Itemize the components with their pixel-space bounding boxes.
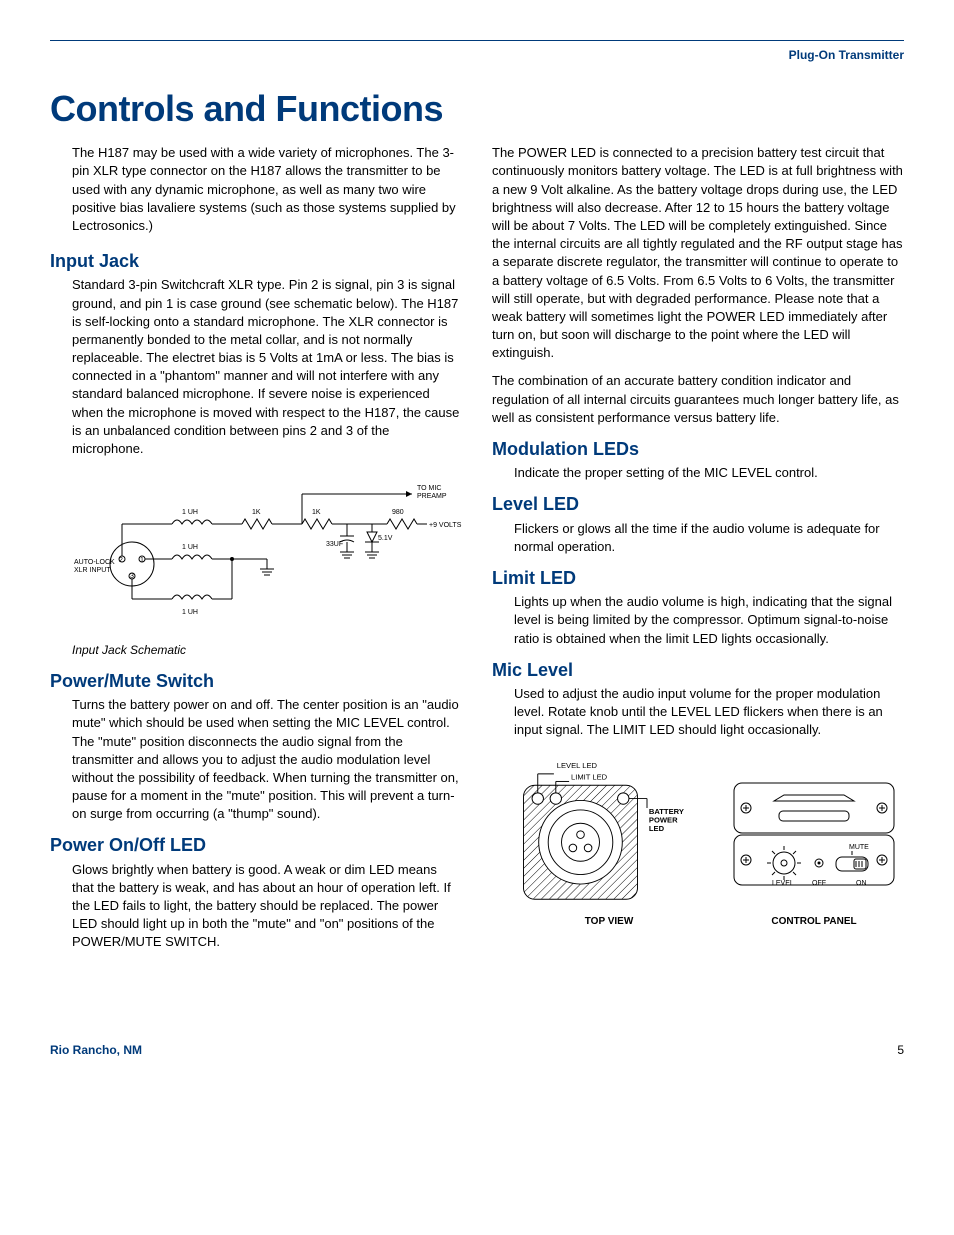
l1-label: 1 UH [182, 509, 198, 516]
control-panel-label: CONTROL PANEL [724, 915, 904, 929]
r3-label: 980 [392, 509, 404, 516]
right-column: The POWER LED is connected to a precisio… [492, 144, 904, 961]
body-col2-p1: The POWER LED is connected to a precisio… [492, 144, 904, 362]
levelled-label: LEVEL LED [557, 762, 598, 771]
body-limit-led: Lights up when the audio volume is high,… [492, 593, 904, 648]
r1-label: 1K [252, 509, 261, 516]
xlr-label1: AUTO-LOCK [74, 559, 115, 566]
diagram-row: LEVEL LED LIMIT LED BATTERY POWER LED TO… [492, 753, 904, 928]
schematic-diagram: 2 1 3 AUTO-LOCK XLR INPUT 1 UH 1K [72, 474, 462, 634]
body-mic-level: Used to adjust the audio input volume fo… [492, 685, 904, 740]
pin1-label: 1 [140, 557, 144, 564]
pin3-label: 3 [130, 573, 134, 580]
intro-text: The H187 may be used with a wide variety… [50, 144, 462, 235]
z1-label: 5.1V [378, 535, 393, 542]
xlr-label2: XLR INPUT [74, 567, 111, 574]
ctrl-level: LEVEL [772, 880, 794, 887]
header-label: Plug-On Transmitter [50, 47, 904, 64]
body-input-jack: Standard 3-pin Switchcraft XLR type. Pin… [50, 276, 462, 458]
tomic-label: TO MIC [417, 485, 441, 492]
page-footer: Rio Rancho, NM 5 [50, 1042, 904, 1059]
preamp-label: PREAMP [417, 493, 447, 500]
heading-input-jack: Input Jack [50, 249, 462, 274]
body-col2-p2: The combination of an accurate battery c… [492, 372, 904, 427]
led-label: LED [649, 824, 665, 833]
ctrl-off: OFF [812, 880, 826, 887]
c1-label: 33UF [326, 541, 343, 548]
heading-limit-led: Limit LED [492, 566, 904, 591]
left-column: The H187 may be used with a wide variety… [50, 144, 462, 961]
heading-mic-level: Mic Level [492, 658, 904, 683]
schematic-caption: Input Jack Schematic [50, 642, 462, 659]
limitled-label: LIMIT LED [571, 773, 608, 782]
header-rule [50, 40, 904, 41]
pin2-label: 2 [119, 557, 123, 564]
ctrl-mute: MUTE [849, 844, 869, 851]
top-view-label: TOP VIEW [514, 915, 704, 929]
content-columns: The H187 may be used with a wide variety… [50, 144, 904, 961]
page-title: Controls and Functions [50, 84, 904, 134]
footer-page-number: 5 [897, 1042, 904, 1059]
r2-label: 1K [312, 509, 321, 516]
body-power-mute: Turns the battery power on and off. The … [50, 696, 462, 823]
heading-power-led: Power On/Off LED [50, 833, 462, 858]
heading-power-mute: Power/Mute Switch [50, 669, 462, 694]
body-power-led: Glows brightly when battery is good. A w… [50, 861, 462, 952]
ctrl-on: ON [856, 880, 867, 887]
heading-mod-leds: Modulation LEDs [492, 437, 904, 462]
l2-label: 1 UH [182, 544, 198, 551]
l3-label: 1 UH [182, 609, 198, 616]
control-panel-diagram: LEVEL OFF MUTE ON CONTROL PANEL [724, 753, 904, 928]
footer-left: Rio Rancho, NM [50, 1042, 142, 1059]
body-mod-leds: Indicate the proper setting of the MIC L… [492, 464, 904, 482]
volts-label: +9 VOLTS [429, 522, 462, 529]
body-level-led: Flickers or glows all the time if the au… [492, 520, 904, 556]
heading-level-led: Level LED [492, 492, 904, 517]
top-view-diagram: LEVEL LED LIMIT LED BATTERY POWER LED TO… [514, 753, 704, 928]
